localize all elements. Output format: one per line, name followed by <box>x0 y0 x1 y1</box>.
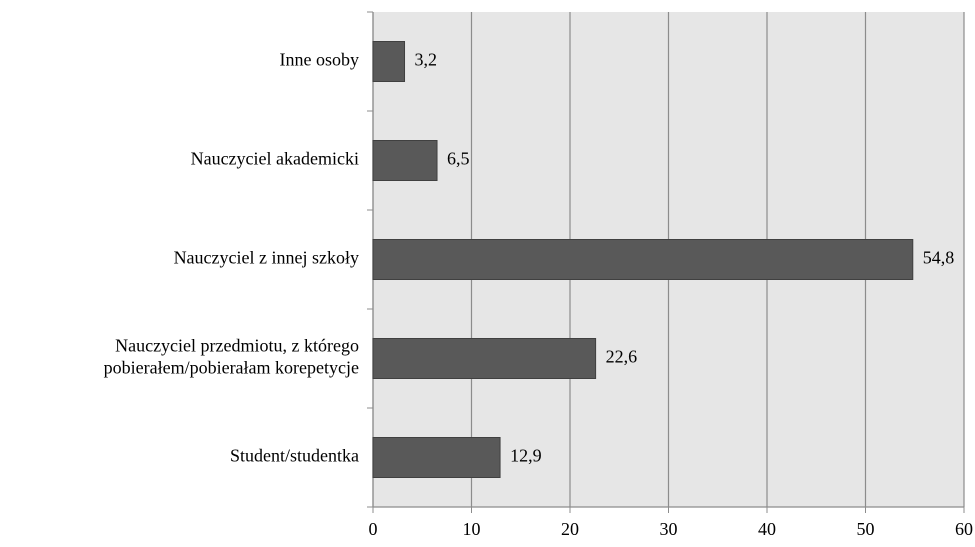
bar <box>372 239 914 280</box>
bar <box>372 338 597 379</box>
data-label: 3,2 <box>415 50 438 70</box>
x-tick-label: 40 <box>758 519 776 539</box>
x-tick-label: 60 <box>955 519 973 539</box>
x-tick-label: 10 <box>463 519 481 539</box>
y-tick-label: Student/studentka <box>230 446 359 466</box>
y-tick-label: Nauczyciel akademicki <box>191 149 359 169</box>
y-tick-label: Nauczyciel z innej szkoły <box>174 248 359 268</box>
x-tick-label: 0 <box>369 519 378 539</box>
data-label: 6,5 <box>447 149 470 169</box>
data-label: 22,6 <box>606 347 638 367</box>
x-tick-label: 30 <box>660 519 678 539</box>
x-tick-label: 50 <box>857 519 875 539</box>
y-tick-label: Nauczyciel przedmiotu, z którego pobierał… <box>104 336 359 378</box>
data-label: 54,8 <box>923 248 955 268</box>
bar <box>372 140 438 181</box>
data-label: 12,9 <box>510 446 542 466</box>
bar <box>372 437 501 478</box>
y-tick-label: Inne osoby <box>280 50 360 70</box>
bar <box>372 41 406 82</box>
x-tick-label: 20 <box>561 519 579 539</box>
